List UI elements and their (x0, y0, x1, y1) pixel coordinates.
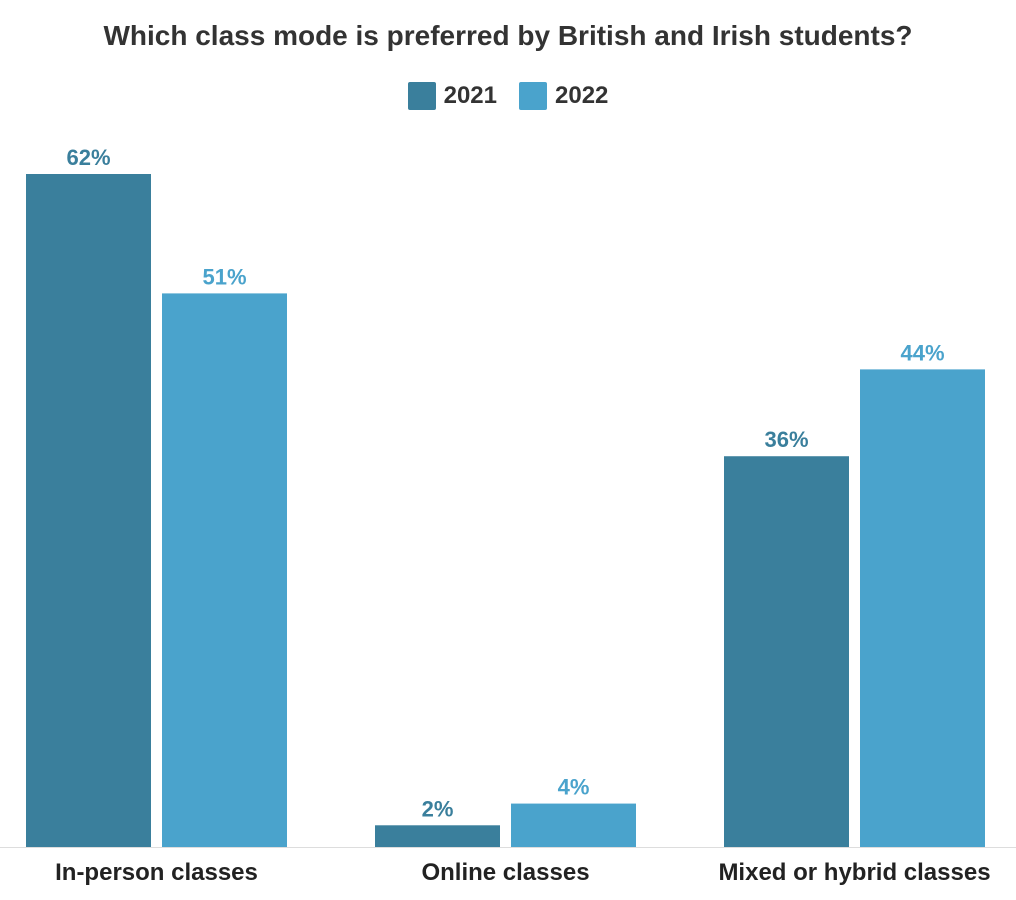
legend-label-2021: 2021 (443, 82, 497, 109)
bar-2021-1 (375, 825, 500, 847)
chart-title: Which class mode is preferred by British… (103, 20, 913, 51)
bar-2021-2 (724, 456, 849, 847)
category-label-1: Online classes (421, 859, 589, 886)
data-label-2022-1: 4% (558, 775, 590, 800)
data-label-2022-0: 51% (202, 264, 246, 289)
legend: 2021 2022 (0, 82, 1016, 110)
data-label-2021-1: 2% (422, 796, 454, 821)
legend-item-2022: 2022 (519, 82, 608, 110)
bar-2022-1 (511, 803, 636, 847)
bar-2022-0 (162, 293, 287, 848)
legend-swatch-2022 (519, 82, 547, 110)
data-label-2021-0: 62% (66, 145, 110, 170)
category-label-0: In-person classes (55, 859, 258, 886)
bar-2022-2 (860, 369, 985, 847)
data-label-2021-2: 36% (764, 427, 808, 452)
category-label-2: Mixed or hybrid classes (718, 859, 990, 886)
legend-label-2022: 2022 (555, 82, 609, 109)
legend-swatch-2021 (407, 82, 436, 110)
legend-item-2021: 2021 (407, 82, 497, 110)
data-label-2022-2: 44% (900, 340, 944, 365)
bar-2021-0 (26, 174, 151, 847)
